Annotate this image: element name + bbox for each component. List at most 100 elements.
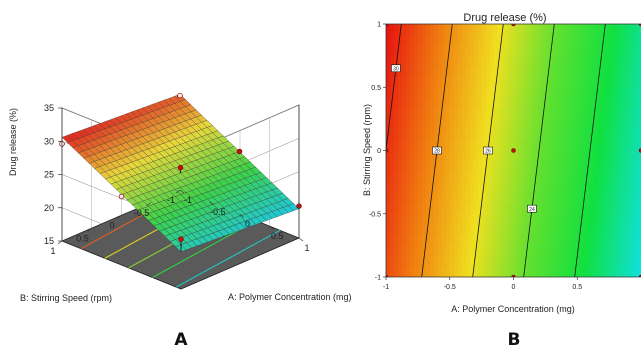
contour-fill-cell <box>433 255 439 268</box>
contour-fill-cell <box>553 76 558 88</box>
contour-fill-cell <box>449 234 455 246</box>
x-axis-label: A: Polymer Concentration (mg) <box>451 304 575 314</box>
contour-fill-cell <box>545 182 550 194</box>
contour-fill-cell <box>429 213 435 225</box>
contour-fill-cell <box>533 161 538 173</box>
contour-fill-cell <box>629 66 634 78</box>
contour-fill-cell <box>605 66 610 78</box>
contour-fill-cell <box>517 45 523 57</box>
contour-fill-cell <box>473 87 479 99</box>
contour-fill-cell <box>497 182 503 194</box>
contour-fill-cell <box>629 161 634 173</box>
contour-fill-cell <box>541 192 546 204</box>
contour-fill-cell <box>625 192 630 204</box>
contour-fill-cell <box>493 24 499 36</box>
contour-fill-cell <box>561 203 566 215</box>
contour-fill-cell <box>429 192 435 204</box>
contour-fill-cell <box>413 118 419 131</box>
contour-fill-cell <box>413 108 419 120</box>
contour-fill-cell <box>497 213 503 225</box>
contour-fill-cell <box>605 150 610 162</box>
contour-fill-cell <box>461 24 467 36</box>
contour-fill-cell <box>473 129 479 141</box>
contour-fill-cell <box>409 129 415 141</box>
contour-fill-cell <box>537 118 542 131</box>
contour-fill-cell <box>521 108 527 120</box>
contour-fill-cell <box>397 245 403 257</box>
contour-fill-cell <box>393 224 399 236</box>
contour-fill-cell <box>505 55 511 67</box>
contour-fill-cell <box>441 192 447 204</box>
contour-fill-cell <box>485 66 491 78</box>
contour-fill-cell <box>581 97 586 109</box>
contour-fill-cell <box>417 139 423 152</box>
contour-fill-cell <box>505 87 511 99</box>
contour-fill-cell <box>505 97 511 109</box>
contour-fill-cell <box>417 224 423 236</box>
contour-fill-cell <box>509 118 515 131</box>
contour-fill-cell <box>473 139 479 152</box>
contour-fill-cell <box>513 255 519 268</box>
contour-fill-cell <box>481 171 487 183</box>
contour-fill-cell <box>505 24 511 36</box>
contour-fill-cell <box>425 87 431 99</box>
contour-fill-cell <box>525 108 531 120</box>
contour-fill-cell <box>589 161 594 173</box>
contour-fill-cell <box>589 139 594 152</box>
contour-fill-cell <box>465 97 471 109</box>
contour-fill-cell <box>637 76 641 88</box>
contour-fill-cell <box>449 139 455 152</box>
contour-fill-cell <box>421 24 427 36</box>
contour-fill-cell <box>465 55 471 67</box>
contour-fill-cell <box>509 129 515 141</box>
contour-fill-cell <box>433 118 439 131</box>
contour-fill-cell <box>421 234 427 246</box>
contour-fill-cell <box>441 213 447 225</box>
contour-fill-cell <box>453 171 459 183</box>
contour-fill-cell <box>461 266 467 277</box>
contour-fill-cell <box>557 55 562 67</box>
contour-fill-cell <box>437 203 443 215</box>
contour-fill-cell <box>409 192 415 204</box>
contour-fill-cell <box>633 150 638 162</box>
contour-fill-cell <box>441 224 447 236</box>
contour-fill-cell <box>473 66 479 78</box>
contour-fill-cell <box>601 139 606 152</box>
contour-fill-cell <box>577 24 582 36</box>
contour-fill-cell <box>517 66 523 78</box>
contour-fill-cell <box>617 266 622 277</box>
contour-level-box <box>527 204 537 213</box>
contour-fill-cell <box>437 97 443 109</box>
contour-fill-cell <box>389 224 395 236</box>
contour-fill-cell <box>601 171 606 183</box>
contour-fill-cell <box>545 192 550 204</box>
contour-fill-cell <box>581 150 586 162</box>
contour-fill-cell <box>405 76 411 88</box>
contour-fill-cell <box>477 129 483 141</box>
contour-fill-cell <box>489 87 495 99</box>
contour-fill-cell <box>549 203 554 215</box>
contour-fill-cell <box>621 76 626 88</box>
contour-fill-cell <box>633 139 638 152</box>
contour-fill-cell <box>625 34 630 46</box>
contour-fill-cell <box>497 55 503 67</box>
contour-fill-cell <box>509 192 515 204</box>
contour-fill-cell <box>509 150 515 162</box>
contour-fill-cell <box>433 66 439 78</box>
contour-fill-cell <box>517 266 523 277</box>
contour-fill-cell <box>537 45 542 57</box>
contour-fill-cell <box>605 45 610 57</box>
contour-fill-cell <box>549 97 554 109</box>
contour-fill-cell <box>389 150 395 162</box>
contour-fill-cell <box>545 97 550 109</box>
contour-fill-cell <box>553 266 558 277</box>
contour-fill-cell <box>557 266 562 277</box>
contour-fill-cell <box>386 34 391 46</box>
contour-fill-cell <box>386 118 391 131</box>
contour-fill-cell <box>417 192 423 204</box>
contour-fill-cell <box>561 192 566 204</box>
contour-fill-cell <box>461 234 467 246</box>
contour-fill-cell <box>541 150 546 162</box>
contour-fill-cell <box>573 97 578 109</box>
contour-fill-cell <box>513 24 519 36</box>
